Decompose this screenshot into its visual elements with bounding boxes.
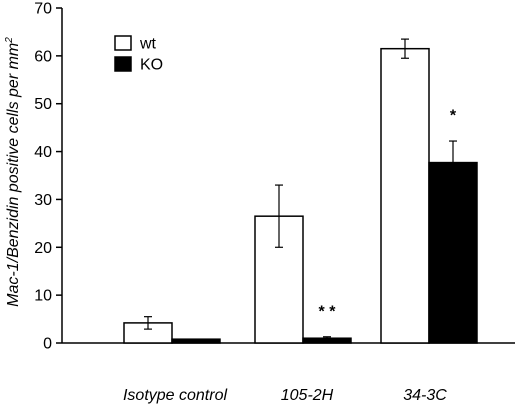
y-tick-label: 40 (34, 144, 52, 161)
bar-wt (380, 47, 430, 344)
y-axis-title: Mac-1/Benzidin positive cells per mm2 (4, 37, 22, 307)
bar-ko (428, 161, 478, 344)
x-category-label: 34-3C (403, 387, 447, 404)
bar-ko (171, 338, 221, 344)
y-tick-label: 0 (43, 336, 52, 353)
axes: 0 10 20 30 40 50 60 70 Mac-1/Benzidin positive c… (4, 1, 515, 404)
bars (123, 47, 478, 344)
legend-swatch-wt (114, 35, 132, 51)
y-tick-label: 30 (34, 192, 52, 209)
y-tick-label: 70 (34, 1, 52, 18)
y-axis-title-superscript: 2 (4, 37, 15, 44)
y-tick-label: 60 (34, 48, 52, 65)
y-tick-label: 50 (34, 96, 52, 113)
annotations: * * * (319, 107, 457, 320)
y-tick-label: 20 (34, 240, 52, 257)
legend-label: KO (140, 57, 163, 74)
x-category-label: 105-2H (281, 387, 334, 404)
x-category-label: Isotype control (123, 387, 228, 404)
significance-marker: * (450, 107, 457, 124)
legend: wt KO (114, 35, 163, 74)
legend-swatch-ko (114, 56, 132, 72)
y-tick-label: 10 (34, 288, 52, 305)
legend-label: wt (139, 36, 157, 53)
error-bars (144, 38, 457, 341)
significance-marker: * * (319, 304, 337, 321)
y-axis-title-text: Mac-1/Benzidin positive cells per mm (5, 43, 22, 307)
